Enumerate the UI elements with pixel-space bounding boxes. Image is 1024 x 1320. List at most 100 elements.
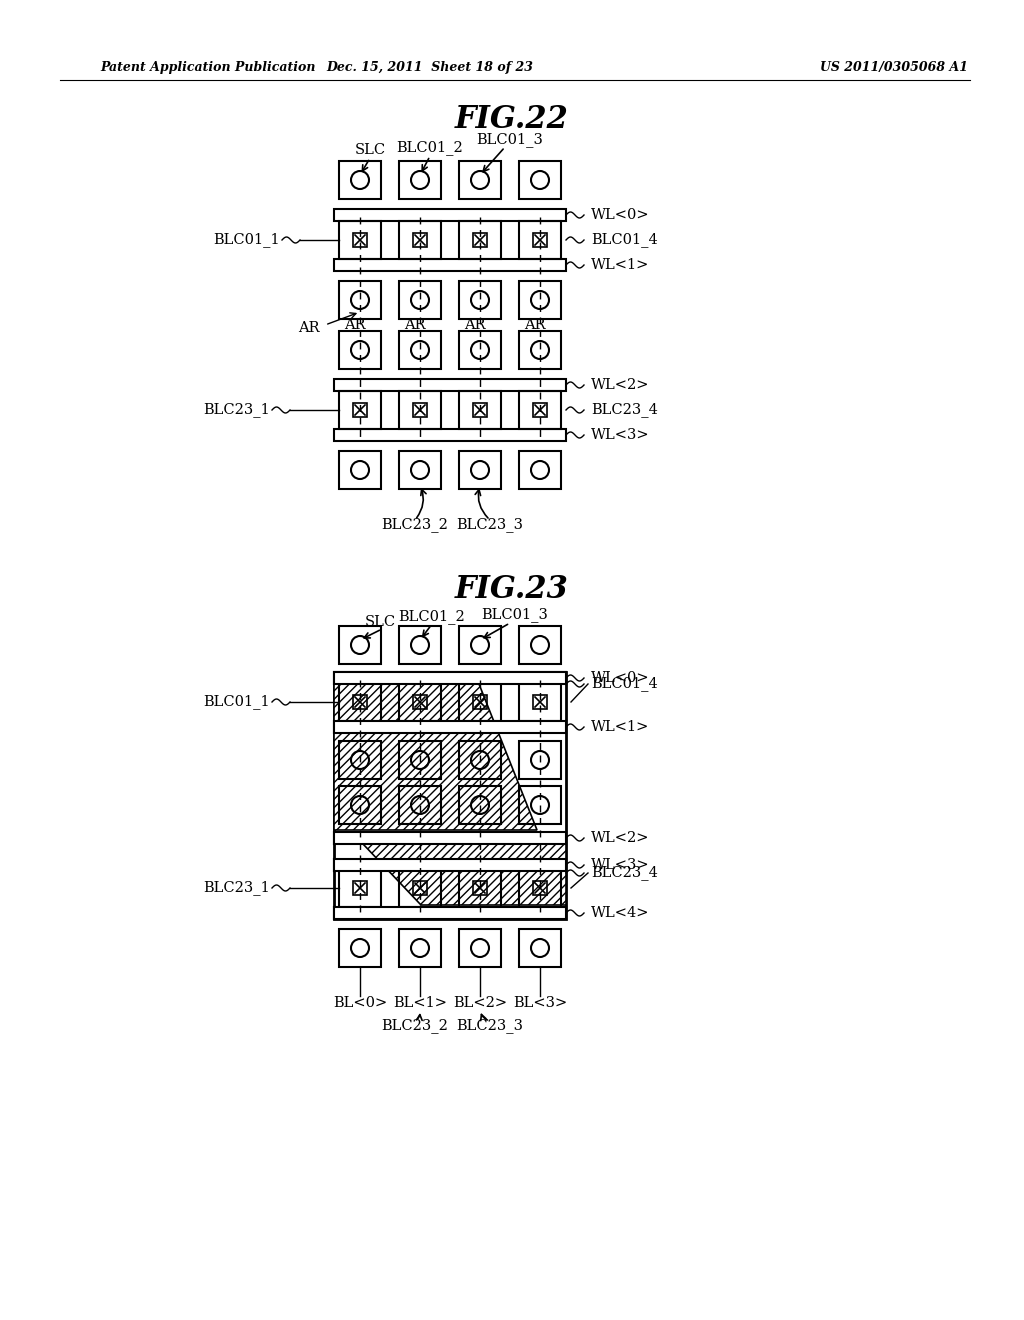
- Text: BLC23_3: BLC23_3: [457, 1019, 523, 1034]
- Bar: [459, 741, 501, 779]
- Text: US 2011/0305068 A1: US 2011/0305068 A1: [820, 62, 968, 74]
- Text: BLC23_4: BLC23_4: [591, 403, 657, 417]
- Text: BL<2>: BL<2>: [453, 997, 507, 1010]
- Text: WL<2>: WL<2>: [591, 832, 649, 845]
- Bar: [334, 907, 566, 919]
- Text: SLC: SLC: [365, 615, 395, 630]
- Bar: [534, 403, 547, 417]
- Text: AR: AR: [404, 318, 426, 333]
- Polygon shape: [334, 684, 537, 830]
- Bar: [413, 696, 427, 709]
- Bar: [339, 869, 381, 907]
- Bar: [339, 785, 381, 824]
- Text: WL<0>: WL<0>: [591, 209, 649, 222]
- Bar: [353, 234, 367, 247]
- Text: BLC01_2: BLC01_2: [396, 140, 464, 156]
- Bar: [473, 403, 487, 417]
- Text: BLC01_1: BLC01_1: [204, 694, 270, 709]
- Bar: [334, 859, 566, 871]
- Bar: [399, 929, 441, 968]
- Text: WL<0>: WL<0>: [591, 671, 649, 685]
- Text: BL<3>: BL<3>: [513, 997, 567, 1010]
- Bar: [519, 220, 561, 259]
- Bar: [339, 220, 381, 259]
- Text: BL<0>: BL<0>: [333, 997, 387, 1010]
- Bar: [399, 682, 441, 721]
- Bar: [339, 331, 381, 370]
- Text: SLC: SLC: [354, 143, 386, 157]
- Text: WL<1>: WL<1>: [591, 719, 649, 734]
- Bar: [519, 161, 561, 199]
- Bar: [353, 696, 367, 709]
- Bar: [399, 220, 441, 259]
- Text: BLC01_3: BLC01_3: [476, 132, 544, 148]
- Text: FIG.23: FIG.23: [455, 574, 569, 606]
- Bar: [534, 234, 547, 247]
- Bar: [339, 161, 381, 199]
- Text: BLC23_2: BLC23_2: [382, 517, 449, 532]
- Bar: [519, 281, 561, 319]
- Text: BLC01_1: BLC01_1: [213, 232, 280, 247]
- Bar: [339, 391, 381, 429]
- Polygon shape: [362, 843, 566, 906]
- Bar: [399, 785, 441, 824]
- Text: WL<3>: WL<3>: [591, 858, 649, 873]
- Bar: [459, 451, 501, 488]
- Bar: [519, 682, 561, 721]
- Text: FIG.22: FIG.22: [455, 104, 569, 136]
- Bar: [519, 626, 561, 664]
- Bar: [413, 403, 427, 417]
- Bar: [519, 929, 561, 968]
- Bar: [334, 721, 566, 733]
- Bar: [399, 451, 441, 488]
- Bar: [459, 869, 501, 907]
- Bar: [399, 161, 441, 199]
- Bar: [519, 391, 561, 429]
- Bar: [459, 682, 501, 721]
- Text: WL<1>: WL<1>: [591, 257, 649, 272]
- Bar: [339, 626, 381, 664]
- Text: WL<3>: WL<3>: [591, 428, 649, 442]
- Bar: [334, 721, 566, 733]
- Bar: [339, 929, 381, 968]
- Bar: [459, 220, 501, 259]
- Bar: [459, 331, 501, 370]
- Bar: [459, 626, 501, 664]
- Bar: [339, 741, 381, 779]
- Bar: [519, 741, 561, 779]
- Bar: [334, 209, 566, 220]
- Bar: [334, 832, 566, 843]
- Bar: [473, 696, 487, 709]
- Bar: [399, 391, 441, 429]
- Bar: [334, 379, 566, 391]
- Bar: [459, 391, 501, 429]
- Text: BLC01_3: BLC01_3: [481, 607, 549, 623]
- Bar: [459, 929, 501, 968]
- Text: WL<4>: WL<4>: [591, 906, 649, 920]
- Bar: [334, 859, 566, 871]
- Bar: [534, 696, 547, 709]
- Bar: [339, 281, 381, 319]
- Text: Patent Application Publication: Patent Application Publication: [100, 62, 315, 74]
- Bar: [334, 672, 566, 684]
- Text: WL<2>: WL<2>: [591, 378, 649, 392]
- Bar: [473, 880, 487, 895]
- Bar: [339, 682, 381, 721]
- Text: AR: AR: [344, 318, 366, 333]
- Bar: [334, 429, 566, 441]
- Text: BLC23_1: BLC23_1: [203, 403, 270, 417]
- Text: AR: AR: [299, 321, 319, 335]
- Bar: [353, 880, 367, 895]
- Bar: [413, 234, 427, 247]
- Bar: [334, 259, 566, 271]
- Text: BLC01_4: BLC01_4: [591, 232, 657, 247]
- Bar: [534, 880, 547, 895]
- Bar: [399, 331, 441, 370]
- Bar: [459, 281, 501, 319]
- Text: BLC23_2: BLC23_2: [382, 1019, 449, 1034]
- Text: BLC23_4: BLC23_4: [591, 866, 657, 880]
- Bar: [459, 785, 501, 824]
- Text: BLC01_2: BLC01_2: [398, 610, 465, 624]
- Bar: [473, 234, 487, 247]
- Bar: [519, 869, 561, 907]
